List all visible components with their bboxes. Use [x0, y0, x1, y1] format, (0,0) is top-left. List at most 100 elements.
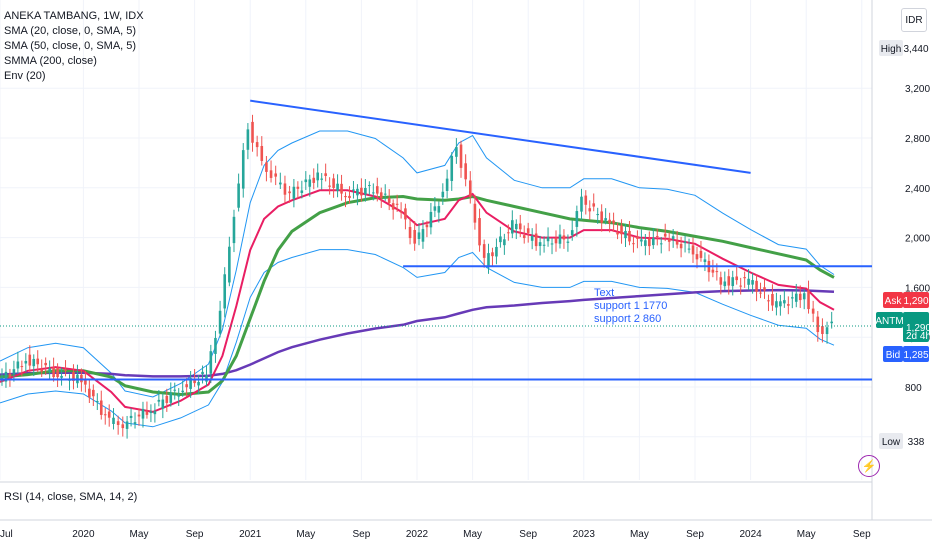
candle-body: [64, 369, 67, 371]
x-tick-label: May: [296, 529, 315, 540]
low-value: 338: [908, 437, 925, 448]
candle-body: [640, 239, 643, 242]
x-tick-label: Sep: [853, 529, 871, 540]
candle-body: [0, 377, 4, 379]
candle-body: [283, 183, 287, 195]
candle-body: [340, 183, 343, 194]
candle-body: [84, 379, 87, 385]
candle-body: [161, 399, 165, 409]
candle-body: [530, 236, 534, 241]
indicator-envelope-label[interactable]: Env (20): [4, 70, 46, 82]
candle-body: [703, 259, 707, 263]
candle-body: [237, 183, 240, 208]
x-tick-label: 2023: [573, 529, 596, 540]
candle-body: [209, 351, 213, 374]
candle-body: [232, 216, 236, 244]
candle-body: [185, 384, 188, 388]
candle-body: [44, 362, 47, 366]
candle-body: [816, 316, 820, 333]
candle-body: [616, 232, 619, 235]
x-tick-label: Sep: [186, 529, 204, 540]
x-tick-label: May: [797, 529, 816, 540]
candle-body: [425, 224, 429, 228]
candle-body: [429, 211, 433, 228]
candle-body: [8, 373, 12, 377]
candle-body: [592, 203, 596, 207]
candle-body: [24, 360, 28, 364]
candle-body: [747, 278, 750, 285]
candle-body: [783, 300, 786, 304]
candle-body: [137, 414, 141, 417]
candle-body: [246, 129, 250, 150]
candle-body: [28, 354, 32, 366]
indicator-smma200-label[interactable]: SMMA (200, close): [4, 55, 97, 67]
candle-body: [12, 369, 16, 374]
price-series: [0, 114, 833, 439]
candle-body: [464, 163, 467, 180]
ask-label-bg: [883, 292, 903, 308]
rsi-indicator-label[interactable]: RSI (14, close, SMA, 14, 2): [4, 491, 138, 503]
candle-body: [636, 236, 639, 239]
candle-body: [157, 399, 161, 402]
candle-body: [478, 218, 481, 246]
candle-body: [604, 218, 607, 221]
candle-body: [205, 375, 208, 382]
candle-body: [112, 417, 115, 424]
candle-body: [711, 269, 715, 273]
candle-body: [133, 422, 137, 424]
candle-body: [308, 179, 312, 187]
symbol-label: ANTM: [875, 316, 903, 327]
candle-body: [80, 374, 83, 383]
candle-body: [526, 228, 530, 233]
candle-body: [675, 240, 679, 245]
y-tick-label: 2,000: [905, 234, 930, 245]
indicator-sma50-label[interactable]: SMA (50, close, 0, SMA, 5): [4, 40, 137, 52]
candle-body: [570, 230, 574, 236]
candle-body: [731, 277, 735, 287]
low-value-bg: [903, 433, 929, 449]
candle-body: [296, 186, 300, 189]
candle-body: [558, 234, 562, 244]
symbol-title[interactable]: ANEKA TAMBANG, 1W, IDX: [4, 10, 144, 22]
lightning-icon[interactable]: ⚡: [858, 455, 880, 477]
currency-unit-button[interactable]: IDR: [901, 8, 927, 32]
candle-body: [304, 179, 308, 183]
candle-body: [379, 192, 383, 199]
candle-body: [495, 246, 498, 257]
candle-body: [173, 389, 177, 391]
candle-body: [695, 254, 699, 260]
candle-body: [145, 411, 149, 415]
candle-body: [655, 235, 659, 237]
candle-body: [48, 368, 51, 372]
x-tick-label: 2020: [72, 529, 95, 540]
candle-body: [644, 240, 647, 246]
candle-body: [274, 173, 277, 177]
candle-body: [450, 155, 454, 181]
candle-body: [332, 178, 335, 188]
candle-body: [92, 389, 95, 397]
high-label-bg: [879, 40, 903, 56]
candle-body: [538, 242, 542, 247]
indicator-sma20-label[interactable]: SMA (20, close, 0, SMA, 5): [4, 25, 137, 37]
candle-body: [659, 243, 663, 245]
candle-body: [103, 414, 107, 416]
y-tick-label: 2,800: [905, 134, 930, 145]
candle-body: [648, 238, 651, 247]
candle-body: [459, 144, 463, 168]
time-axis[interactable]: Jul 2020 May Sep 2021 May Sep 2022 May Sep 2023 May…: [0, 529, 871, 540]
candle-body: [825, 327, 829, 335]
chart-legend: ANEKA TAMBANG, 1W, IDX SMA (20, close, 0…: [4, 9, 144, 84]
candle-body: [575, 211, 579, 227]
candle-body: [683, 241, 687, 244]
candle-body: [312, 177, 316, 183]
candle-body: [554, 238, 558, 244]
candle-body: [417, 232, 421, 239]
candle-body: [503, 239, 506, 246]
candle-body: [632, 243, 635, 245]
candle-body: [487, 253, 490, 268]
candle-body: [36, 358, 40, 365]
candle-body: [336, 183, 339, 191]
